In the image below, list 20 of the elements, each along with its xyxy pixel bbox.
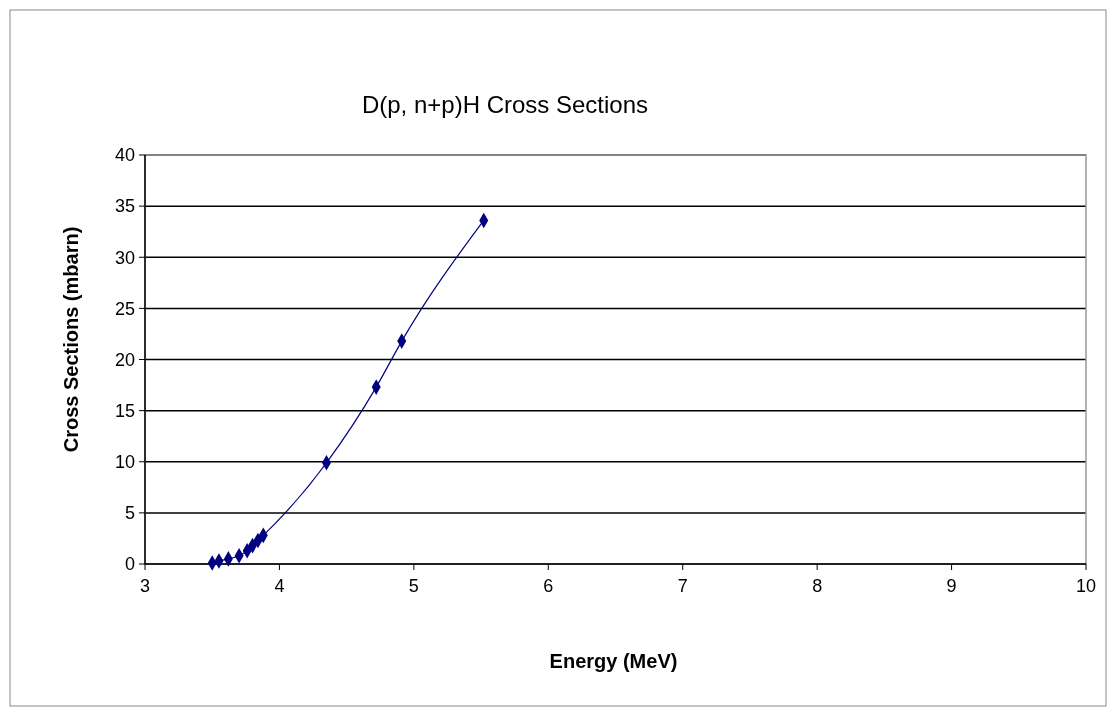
y-axis-title: Cross Sections (mbarn) [60, 226, 82, 453]
x-tick-label: 10 [1075, 576, 1097, 596]
x-tick-label: 7 [677, 576, 688, 596]
y-tick-label: 35 [114, 196, 135, 217]
x-tick-label: 3 [139, 576, 151, 596]
y-tick-label: 5 [124, 503, 135, 524]
y-tick-label: 10 [114, 452, 135, 473]
y-tick-label: 0 [124, 554, 135, 575]
x-tick-label: 4 [274, 576, 285, 596]
y-tick-label: 20 [114, 349, 135, 370]
x-tick-label: 5 [408, 576, 419, 596]
y-tick-label: 40 [114, 145, 135, 166]
x-tick-label: 8 [812, 576, 823, 596]
chart-title: D(p, n+p)H Cross Sections [361, 91, 649, 118]
y-tick-label: 15 [114, 400, 135, 421]
x-tick-label: 6 [543, 576, 554, 596]
x-tick-label: 9 [946, 576, 957, 596]
y-tick-label: 25 [114, 298, 135, 319]
y-tick-label: 30 [114, 247, 135, 268]
x-axis-title: Energy (MeV) [549, 650, 678, 672]
